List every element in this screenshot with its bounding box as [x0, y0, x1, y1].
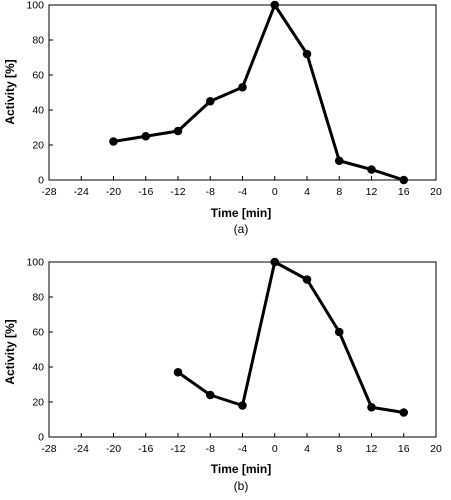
chart-a-data-point — [302, 49, 312, 59]
chart-b-y-tick-label: 100 — [26, 257, 44, 269]
chart-a-plot-frame — [48, 4, 437, 181]
chart-a-y-axis-title: Activity [%] — [3, 59, 17, 124]
chart-b-x-tick-label: 0 — [272, 443, 278, 455]
chart-a-x-tick-label: -4 — [238, 186, 247, 198]
chart-b-data-point — [367, 402, 376, 412]
chart-a-y-tick-label: 60 — [32, 70, 44, 82]
chart-a-y-tick-label: 20 — [32, 140, 44, 152]
chart-a-series-line — [112, 3, 406, 182]
chart-a-y-tick-label: 100 — [26, 0, 44, 12]
chart-b-x-tick-label: -12 — [170, 443, 185, 455]
chart-b-y-tick-label: 40 — [32, 362, 44, 374]
chart-b-marks — [173, 257, 409, 417]
chart-b-data-point — [302, 275, 312, 284]
chart-b-x-tick-label: 4 — [304, 443, 310, 455]
chart-b-x-tick-label: 12 — [366, 443, 378, 455]
chart-b-x-tick-label: -28 — [41, 443, 56, 455]
chart-a-x-tick-label: -8 — [206, 186, 215, 198]
chart-a-x-tick-label: 4 — [304, 186, 310, 198]
chart-b-y-tick-label: 0 — [38, 432, 44, 444]
chart-b-y-axis-title: Activity [%] — [3, 319, 17, 384]
chart-b-caption: (b) — [234, 479, 249, 493]
chart-a-data-point — [173, 126, 183, 136]
chart-a-x-tick-label: -28 — [41, 186, 56, 198]
chart-a-x-tick-label: -12 — [170, 186, 185, 198]
chart-a-marks — [109, 0, 409, 185]
chart-a: -28 -24 -20 -16 -12 -8 -4 0 4 8 12 16 20 0 20 40 60 80 100… — [3, 0, 442, 236]
chart-a-data-point — [205, 96, 215, 106]
chart-a-y-tick-label: 40 — [32, 105, 44, 117]
chart-a-data-point — [238, 82, 247, 92]
chart-a-x-tick-label: 20 — [430, 186, 442, 198]
chart-a-caption: (a) — [234, 222, 249, 236]
chart-b-y-tick-label: 60 — [32, 327, 44, 339]
chart-a-x-tick-label: -20 — [106, 186, 121, 198]
chart-b-plot-frame — [48, 261, 437, 438]
chart-a-x-tick-label: 16 — [398, 186, 410, 198]
chart-a-x-tick-label: -16 — [138, 186, 153, 198]
chart-b-x-tick-label: -4 — [238, 443, 247, 455]
chart-b-x-tick-label: 16 — [398, 443, 410, 455]
chart-a-y-tick-label: 80 — [32, 35, 44, 47]
chart-b-data-point — [173, 367, 183, 377]
chart-a-x-axis-title: Time [min] — [211, 206, 271, 220]
chart-b-x-tick-label: 8 — [336, 443, 342, 455]
chart-a-x-tick-label: 8 — [336, 186, 342, 198]
chart-b-data-point — [334, 327, 344, 337]
chart-b-series-line — [176, 260, 406, 414]
chart-a-x-tick-label: -24 — [74, 186, 89, 198]
chart-b-x-tick-label: 20 — [430, 443, 442, 455]
chart-a-y-tick-label: 0 — [38, 175, 44, 187]
chart-b-x-axis-title: Time [min] — [211, 462, 271, 476]
chart-a-x-tick-label: 0 — [272, 186, 278, 198]
chart-b-y-tick-label: 80 — [32, 292, 44, 304]
chart-b-data-point — [205, 390, 215, 400]
chart-a-data-point — [141, 131, 151, 141]
chart-a-data-point — [367, 165, 376, 174]
chart-a-ticks: -28 -24 -20 -16 -12 -8 -4 0 4 8 12 16 20 0 20 40 60 80 100 — [26, 0, 442, 198]
chart-b-x-tick-label: -24 — [74, 443, 89, 455]
chart-a-data-point — [334, 156, 344, 166]
chart-b-x-tick-label: -8 — [206, 443, 215, 455]
chart-a-x-tick-label: 12 — [366, 186, 378, 198]
chart-b-ticks: -28 -24 -20 -16 -12 -8 -4 0 4 8 12 16 20 0 20 40 60 80 100 — [26, 257, 442, 456]
chart-b-x-tick-label: -20 — [106, 443, 121, 455]
chart-a-data-point — [109, 137, 118, 146]
chart-b: -28 -24 -20 -16 -12 -8 -4 0 4 8 12 16 20 0 20 40 60 80 100… — [3, 257, 442, 494]
chart-b-x-tick-label: -16 — [138, 443, 153, 455]
chart-b-data-point — [399, 408, 409, 417]
chart-b-data-point — [238, 401, 247, 410]
chart-b-y-tick-label: 20 — [32, 397, 44, 409]
